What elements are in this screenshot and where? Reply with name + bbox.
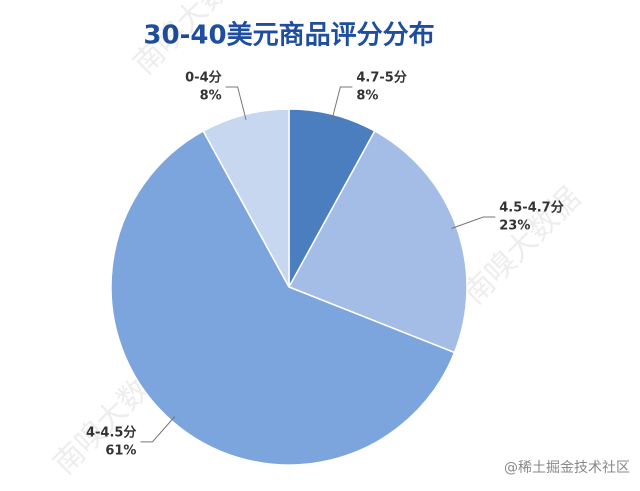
credit: @稀土掘金技术社区 bbox=[504, 460, 630, 476]
slice-label: 4-4.5分 bbox=[86, 424, 136, 440]
value-label: 8% bbox=[200, 89, 222, 104]
chart-title: 30-40美元商品评分分布 bbox=[143, 20, 434, 51]
leader-line bbox=[225, 86, 247, 120]
slice-label: 4.5-4.7分 bbox=[499, 200, 563, 216]
value-label: 61% bbox=[105, 443, 136, 458]
slice-label: 4.7-5分 bbox=[356, 70, 406, 86]
value-label: 8% bbox=[356, 89, 378, 104]
leader-line bbox=[331, 86, 353, 120]
leader-line bbox=[451, 216, 496, 229]
value-label: 23% bbox=[499, 219, 530, 234]
slice-label: 0-4分 bbox=[185, 70, 222, 86]
leader-line bbox=[140, 416, 176, 443]
